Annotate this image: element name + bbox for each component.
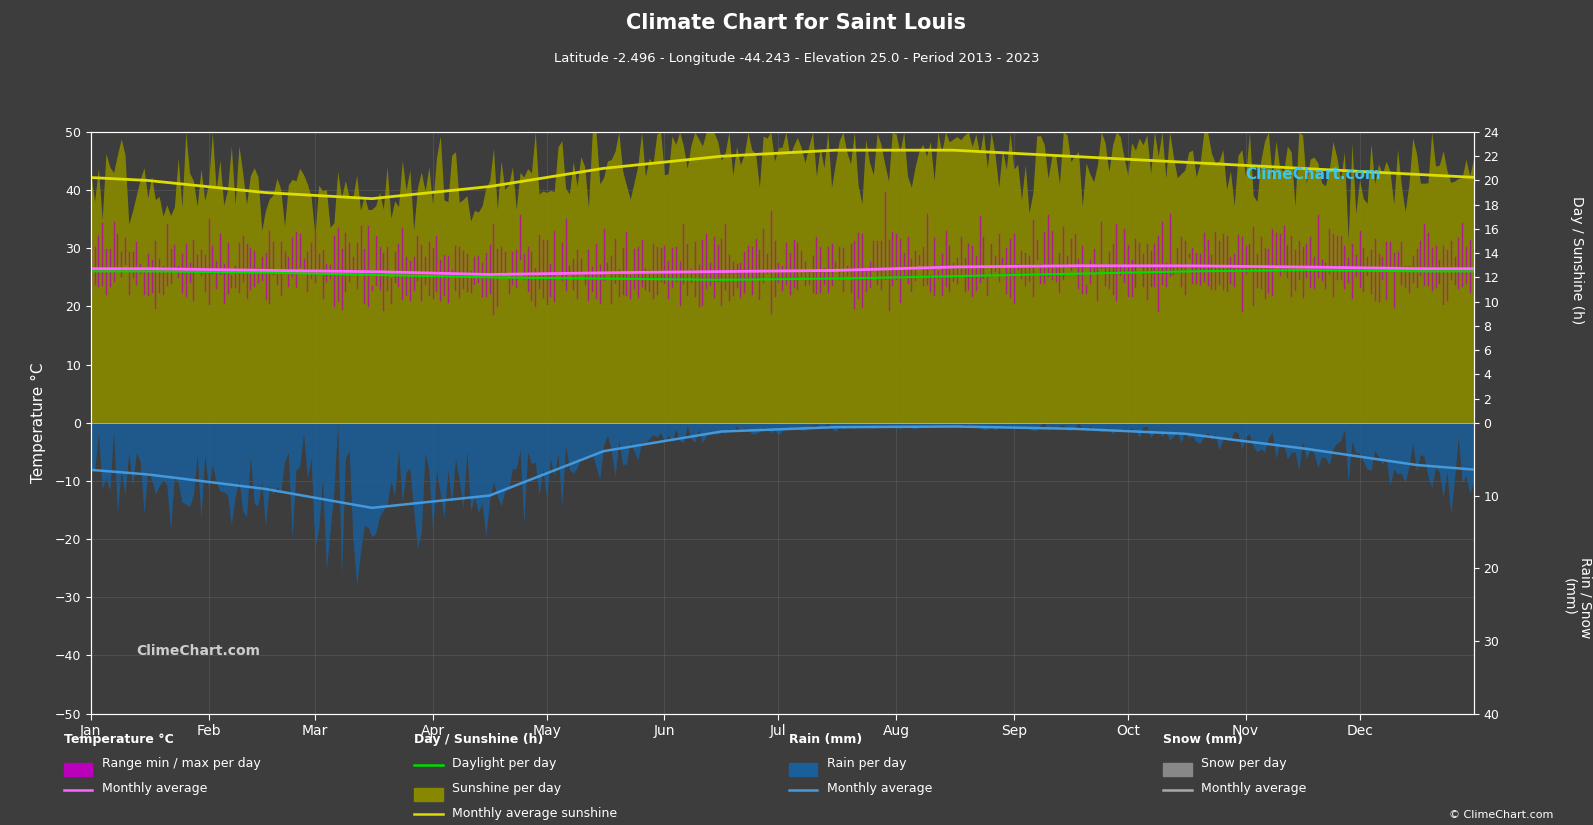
Text: Day / Sunshine (h): Day / Sunshine (h) [1571,196,1583,324]
Text: Climate Chart for Saint Louis: Climate Chart for Saint Louis [626,13,967,33]
Text: ClimeChart.com: ClimeChart.com [137,644,260,658]
Text: Daylight per day: Daylight per day [452,757,558,771]
Y-axis label: Temperature °C: Temperature °C [32,362,46,483]
Text: Monthly average: Monthly average [827,782,932,795]
Text: Snow (mm): Snow (mm) [1163,733,1243,746]
Text: Temperature °C: Temperature °C [64,733,174,746]
Text: Snow per day: Snow per day [1201,757,1287,771]
Text: Day / Sunshine (h): Day / Sunshine (h) [414,733,543,746]
Text: Range min / max per day: Range min / max per day [102,757,261,771]
Text: Rain per day: Rain per day [827,757,906,771]
Text: Latitude -2.496 - Longitude -44.243 - Elevation 25.0 - Period 2013 - 2023: Latitude -2.496 - Longitude -44.243 - El… [554,52,1039,65]
Text: © ClimeChart.com: © ClimeChart.com [1448,810,1553,820]
Text: Rain / Snow
(mm): Rain / Snow (mm) [1563,557,1593,638]
Text: Monthly average sunshine: Monthly average sunshine [452,807,618,820]
Text: Monthly average: Monthly average [102,782,207,795]
Text: Rain (mm): Rain (mm) [789,733,862,746]
Text: Sunshine per day: Sunshine per day [452,782,562,795]
Text: ClimeChart.com: ClimeChart.com [1246,167,1381,182]
Text: Monthly average: Monthly average [1201,782,1306,795]
